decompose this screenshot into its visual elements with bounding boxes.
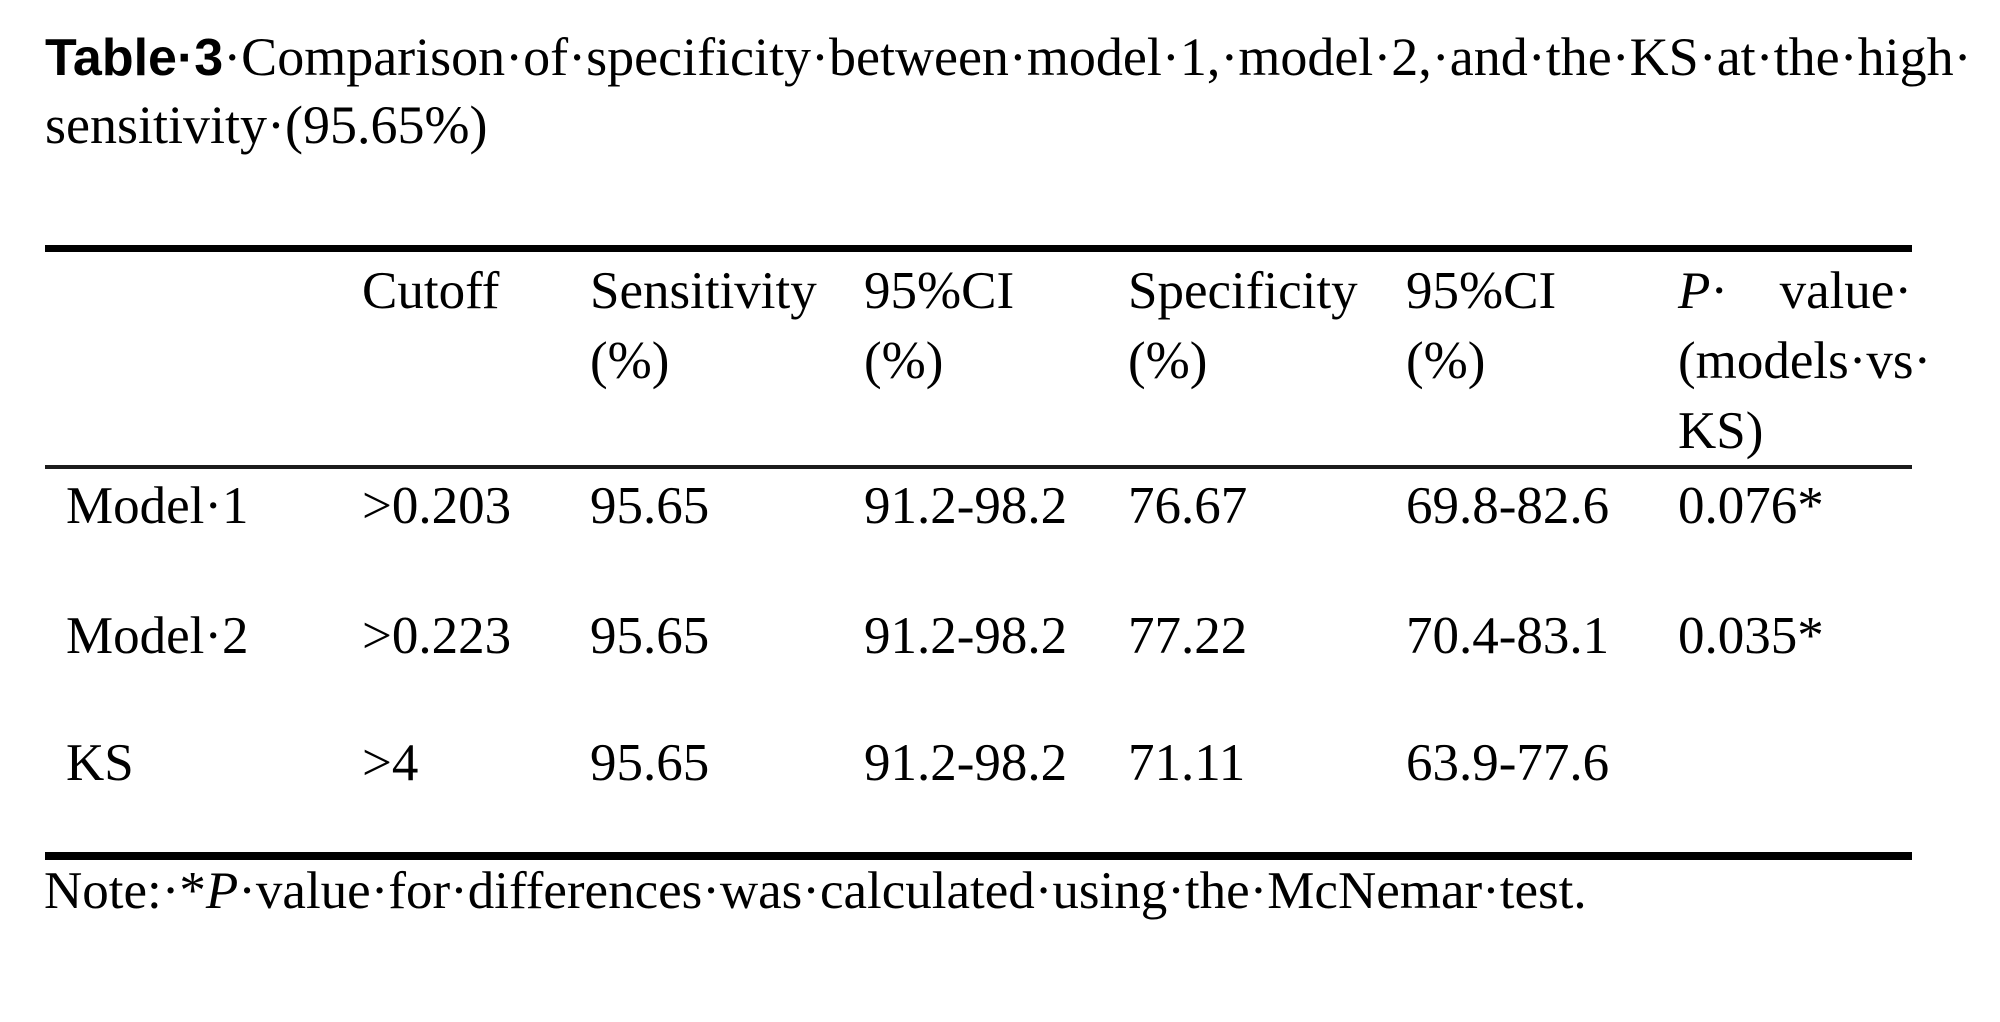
header-sensitivity-line2: (%) bbox=[590, 332, 670, 390]
row-ks-cutoff: >4 bbox=[362, 734, 419, 792]
row-model1-ci-sensitivity: 91.2-98.2 bbox=[864, 477, 1068, 535]
header-sensitivity: Sensitivity (%) bbox=[590, 256, 817, 396]
footnote-text: ·value·for·differences·was·calculated·us… bbox=[238, 862, 1587, 920]
header-pvalue-models: (models· bbox=[1678, 332, 1867, 390]
table-top-rule bbox=[45, 245, 1912, 252]
row-model1-sensitivity: 95.65 bbox=[590, 477, 710, 535]
caption-text-1: ·Comparison·of·specificity·between·model… bbox=[223, 27, 1972, 87]
header-ci1-line2: (%) bbox=[864, 332, 944, 390]
header-specificity-line1: Specificity bbox=[1128, 262, 1358, 320]
table-footnote: Note:·*P·value·for·differences·was·calcu… bbox=[44, 860, 1587, 922]
header-pvalue-p: P· bbox=[1678, 262, 1729, 320]
row-model1-ci-specificity: 69.8-82.6 bbox=[1406, 477, 1610, 535]
row-model2-specificity: 77.22 bbox=[1128, 607, 1248, 665]
row-model2-ci-sensitivity: 91.2-98.2 bbox=[864, 607, 1068, 665]
footnote-p-italic: P bbox=[205, 862, 239, 920]
row-ks-label: KS bbox=[66, 734, 134, 792]
row-ks-ci-specificity: 63.9-77.6 bbox=[1406, 734, 1610, 792]
header-ci2-line2: (%) bbox=[1406, 332, 1486, 390]
header-pvalue: P· value· (models· vs· KS) bbox=[1678, 256, 1931, 466]
row-model1-cutoff: >0.203 bbox=[362, 477, 512, 535]
header-ci-specificity: 95%CI (%) bbox=[1406, 256, 1556, 396]
row-ks-sensitivity: 95.65 bbox=[590, 734, 710, 792]
caption-text-2: sensitivity·(95.65%) bbox=[45, 95, 488, 155]
header-sensitivity-line1: Sensitivity bbox=[590, 262, 817, 320]
row-model2-ci-specificity: 70.4-83.1 bbox=[1406, 607, 1610, 665]
header-pvalue-vs: vs· bbox=[1866, 332, 1932, 390]
row-model1-pvalue: 0.076* bbox=[1678, 477, 1824, 535]
header-pvalue-line1: P· value· bbox=[1678, 256, 1912, 326]
caption-line-1: Table·3·Comparison·of·specificity·betwee… bbox=[45, 24, 1972, 92]
row-ks-specificity: 71.11 bbox=[1128, 734, 1246, 792]
header-pvalue-value: value· bbox=[1779, 262, 1912, 320]
row-model2-sensitivity: 95.65 bbox=[590, 607, 710, 665]
table-bottom-rule bbox=[45, 852, 1912, 860]
header-specificity: Specificity (%) bbox=[1128, 256, 1358, 396]
header-pvalue-line3: KS) bbox=[1678, 402, 1764, 460]
table-caption: Table·3·Comparison·of·specificity·betwee… bbox=[45, 24, 1972, 159]
row-ks-ci-sensitivity: 91.2-98.2 bbox=[864, 734, 1068, 792]
row-model1-label: Model·1 bbox=[66, 477, 249, 535]
header-pvalue-line2: (models· vs· bbox=[1678, 326, 1931, 396]
table-header-rule bbox=[45, 465, 1912, 469]
row-model2-cutoff: >0.223 bbox=[362, 607, 512, 665]
row-model2-label: Model·2 bbox=[66, 607, 249, 665]
footnote-prefix: Note:·* bbox=[44, 862, 206, 920]
header-ci2-line1: 95%CI bbox=[1406, 262, 1557, 320]
header-specificity-line2: (%) bbox=[1128, 332, 1208, 390]
header-ci1-line1: 95%CI bbox=[864, 262, 1015, 320]
header-cutoff: Cutoff bbox=[362, 262, 500, 320]
row-model2-pvalue: 0.035* bbox=[1678, 607, 1824, 665]
caption-line-2: sensitivity·(95.65%) bbox=[45, 92, 1972, 159]
row-model1-specificity: 76.67 bbox=[1128, 477, 1248, 535]
header-ci-sensitivity: 95%CI (%) bbox=[864, 256, 1014, 396]
table-number-label: Table·3 bbox=[45, 29, 224, 87]
